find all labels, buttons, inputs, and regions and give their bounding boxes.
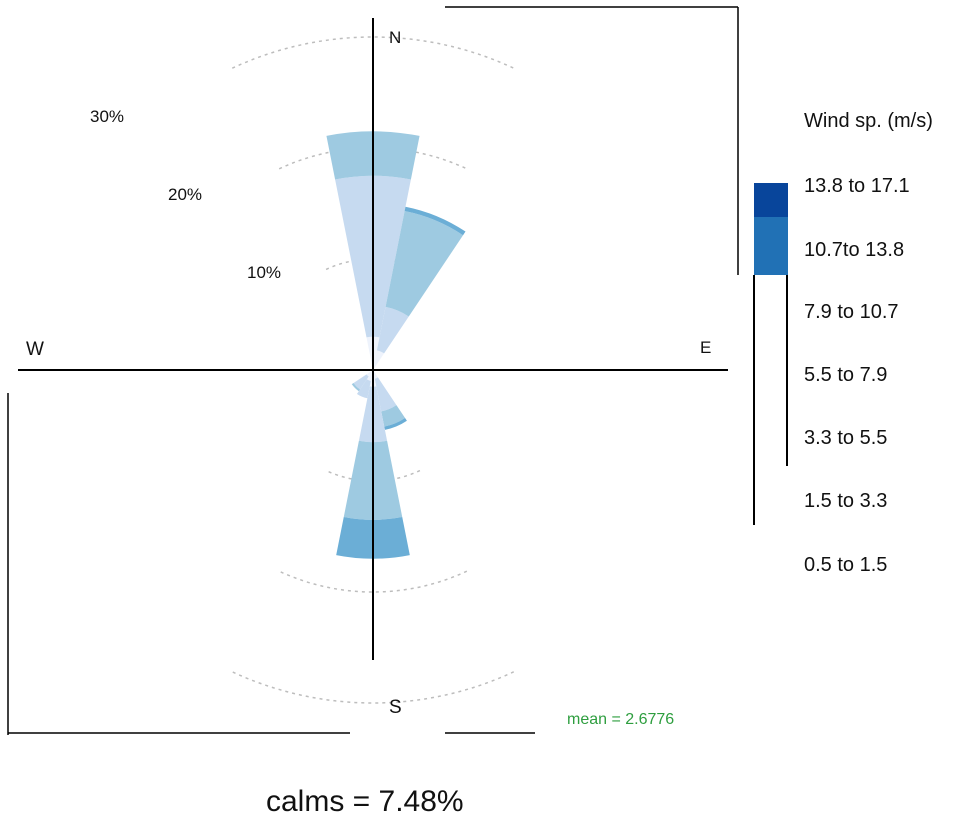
legend-item-5-5-to-7-9: 5.5 to 7.9 (804, 364, 887, 386)
legend-item-13-8-to-17-1: 13.8 to 17.1 (804, 175, 910, 197)
grid-ring-30-arc-1 (231, 671, 515, 704)
grid-ring-10-arc-1 (325, 469, 421, 482)
petal-sw-bin-2 (351, 382, 361, 392)
petal-nne-bin-3 (404, 206, 466, 236)
petal-nne-bin-1 (376, 306, 409, 354)
petal-nne-bin-2 (385, 211, 464, 317)
petal-sw-bin-1 (353, 374, 369, 390)
mean-label: mean = 2.6776 (567, 711, 674, 728)
legend-item-1-5-to-3-3: 1.5 to 3.3 (804, 490, 887, 512)
legend-swatch-10-7-to-13-8 (754, 217, 788, 275)
grid-ring-20-arc-0 (278, 147, 468, 170)
petal-sw-bin-0 (366, 370, 373, 377)
petal-sse-bin-2 (381, 405, 406, 427)
compass-west: W (26, 339, 44, 360)
compass-south: S (389, 697, 402, 718)
petal-nne-bin-0 (373, 350, 385, 370)
legend-item-7-9-to-10-7: 7.9 to 10.7 (804, 301, 899, 323)
grid-ring-20-arc-1 (278, 570, 468, 593)
legend-swatch-13-8-to-17-1 (754, 183, 788, 217)
compass-north: N (389, 28, 401, 47)
legend-item-3-3-to-5-5: 3.3 to 5.5 (804, 427, 887, 449)
legend-item-0-5-to-1-5: 0.5 to 1.5 (804, 554, 887, 576)
compass-east: E (700, 338, 711, 357)
legend-title: Wind sp. (m/s) (804, 110, 933, 132)
ring-label-20: 20% (168, 185, 202, 204)
petal-sse-bin-0 (373, 370, 378, 379)
calms-label: calms = 7.48% (266, 785, 464, 818)
legend-item-10-7-to-13-8: 10.7to 13.8 (804, 239, 904, 261)
petal-sse-bin-3 (384, 417, 407, 430)
petal-ssw-bin-1 (356, 379, 371, 399)
petal-sse-bin-1 (374, 377, 397, 412)
ring-label-10: 10% (247, 263, 281, 282)
wind-petals (326, 131, 466, 559)
petal-ssw-bin-0 (366, 370, 373, 381)
ring-label-30: 30% (90, 107, 124, 126)
